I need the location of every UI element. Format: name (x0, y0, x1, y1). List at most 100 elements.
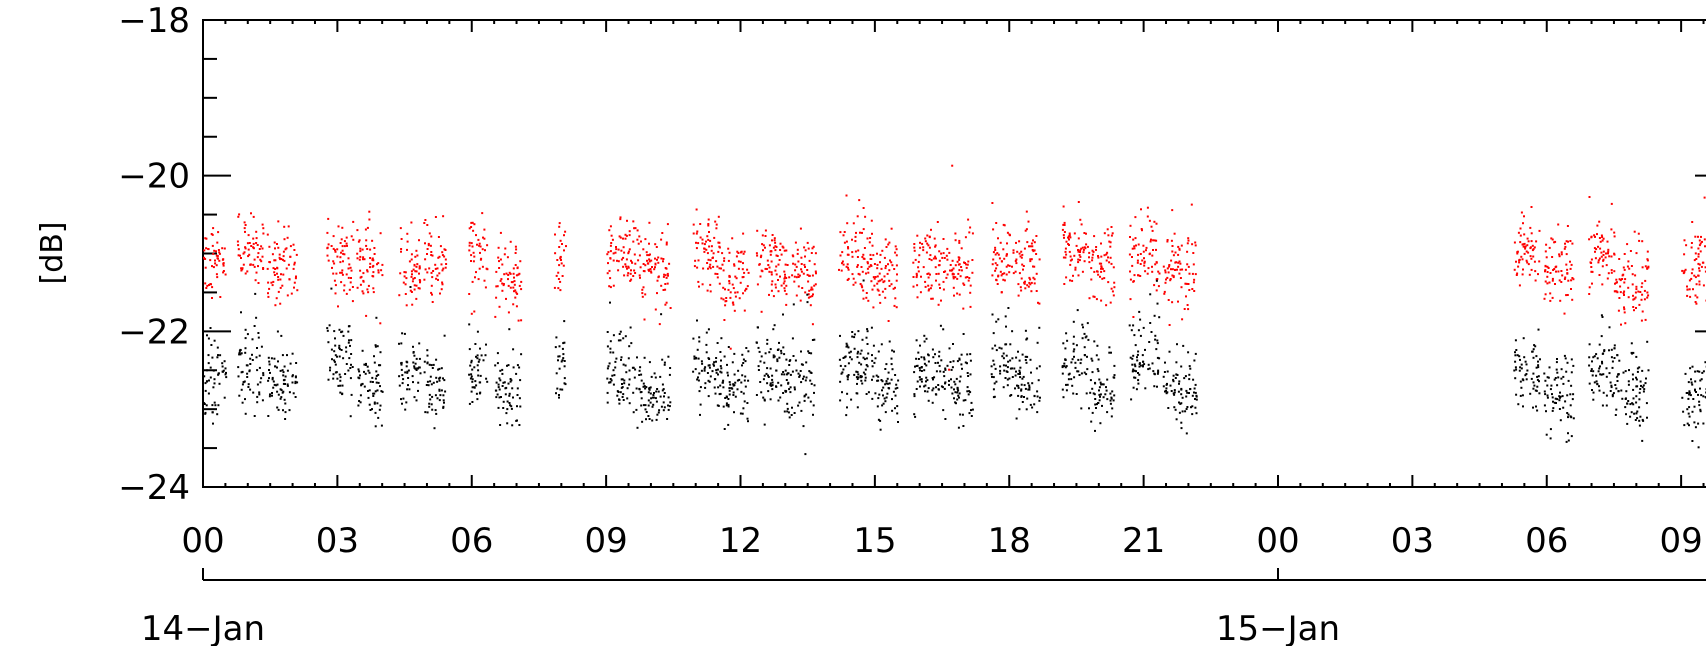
data-point (337, 305, 339, 308)
data-point (951, 392, 954, 395)
data-point (869, 237, 872, 239)
data-point (1091, 249, 1094, 252)
data-point (1690, 277, 1693, 280)
data-point (1024, 387, 1027, 390)
data-point (868, 265, 871, 268)
data-point (862, 207, 865, 209)
data-point (796, 252, 799, 255)
data-point (1035, 272, 1038, 275)
data-point (919, 385, 921, 388)
data-point (759, 275, 762, 278)
data-point (813, 384, 816, 387)
data-point (950, 269, 953, 272)
data-point (1687, 397, 1690, 400)
data-point (237, 244, 240, 247)
data-point (1602, 391, 1605, 394)
data-point (727, 259, 730, 262)
data-point (367, 291, 370, 294)
data-point (783, 353, 786, 356)
data-point (799, 370, 802, 372)
data-point (1082, 251, 1085, 254)
data-point (399, 227, 402, 230)
data-point (1564, 245, 1567, 248)
data-point (211, 233, 214, 236)
data-point (954, 276, 957, 279)
data-point (1015, 417, 1018, 420)
data-point (1011, 357, 1014, 360)
data-point (501, 263, 504, 266)
data-point (261, 223, 264, 226)
data-point (881, 380, 884, 383)
data-point (215, 273, 218, 276)
data-point (707, 223, 710, 225)
data-point (789, 359, 792, 362)
data-point (712, 256, 714, 259)
data-point (885, 246, 888, 248)
data-point (1588, 196, 1591, 198)
data-point (1555, 270, 1557, 273)
data-point (659, 395, 662, 398)
data-point (483, 279, 486, 282)
data-point (1162, 385, 1165, 388)
data-point (992, 228, 995, 231)
data-point (1595, 353, 1598, 356)
data-point (1024, 355, 1027, 358)
data-point (555, 392, 557, 395)
data-point (894, 245, 897, 248)
data-point (1140, 208, 1142, 211)
data-point (644, 238, 647, 241)
data-point (1599, 373, 1602, 376)
data-point (339, 384, 342, 387)
data-point (743, 250, 746, 253)
data-point (633, 227, 636, 230)
data-point (245, 364, 248, 367)
data-point (498, 267, 501, 269)
data-point (1641, 282, 1644, 285)
data-point (425, 384, 428, 386)
data-point (1012, 251, 1015, 254)
data-point (237, 248, 240, 251)
data-point (1627, 380, 1630, 383)
data-point (255, 316, 258, 319)
data-point (657, 411, 660, 414)
data-point (1071, 384, 1074, 387)
data-point (293, 286, 295, 289)
data-point (1600, 373, 1603, 376)
data-point (1077, 249, 1079, 251)
data-point (1520, 367, 1523, 370)
data-point (971, 259, 974, 261)
data-point (400, 342, 403, 345)
data-point (326, 231, 329, 234)
data-point (1137, 382, 1140, 385)
data-point (1624, 322, 1627, 325)
data-point (795, 276, 798, 279)
data-point (380, 424, 383, 427)
data-point (501, 372, 504, 375)
data-point (426, 362, 429, 365)
data-point (255, 271, 258, 274)
data-point (796, 248, 799, 251)
data-point (783, 289, 786, 292)
data-point (1011, 330, 1014, 333)
data-point (274, 365, 277, 368)
data-point (1551, 277, 1554, 280)
data-point (1190, 203, 1193, 206)
data-point (715, 227, 718, 230)
data-point (1644, 382, 1647, 385)
data-point (1110, 262, 1113, 265)
data-point (1690, 378, 1692, 381)
data-point (1572, 417, 1575, 420)
data-point (970, 401, 973, 404)
data-point (1591, 360, 1593, 363)
data-point (894, 387, 897, 390)
data-point (1021, 353, 1024, 356)
data-point (1113, 374, 1116, 377)
data-point (367, 390, 369, 392)
data-point (336, 248, 339, 251)
data-point (1606, 240, 1609, 243)
data-point (432, 270, 435, 272)
data-point (893, 304, 896, 307)
data-point (852, 222, 855, 225)
data-point (283, 378, 286, 381)
data-point (784, 276, 787, 279)
